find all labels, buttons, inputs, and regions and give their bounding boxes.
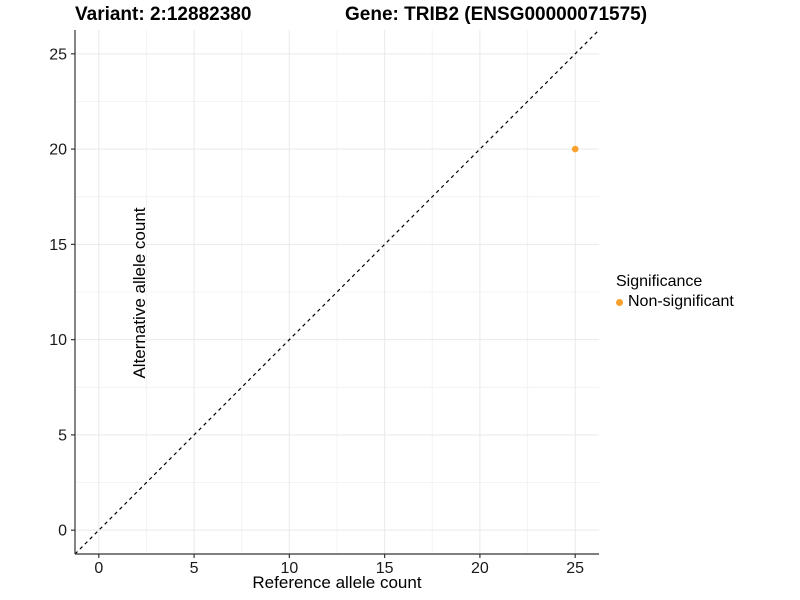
x-tick-label: 15 — [376, 560, 394, 577]
legend-item-non-significant: Non-significant — [616, 293, 734, 311]
legend-point-icon — [616, 298, 623, 306]
x-tick-label: 20 — [471, 560, 489, 577]
y-tick-label: 5 — [58, 427, 67, 444]
x-tick-label: 5 — [190, 560, 199, 577]
x-axis-title: Reference allele count — [252, 573, 422, 592]
y-tick-label: 0 — [58, 523, 67, 540]
identity-dashed-line — [74, 29, 600, 555]
y-axis-title: Alternative allele count — [130, 207, 149, 379]
x-tick-label: 0 — [94, 560, 103, 577]
x-tick-label: 10 — [280, 560, 298, 577]
x-tick-label: 25 — [566, 560, 584, 577]
legend: Significance Non-significant — [616, 272, 734, 311]
legend-item-label: Non-significant — [628, 293, 734, 310]
y-tick-label: 15 — [49, 237, 67, 254]
data-point — [571, 145, 579, 153]
legend-title: Significance — [616, 273, 703, 290]
plot-title-variant: Variant: 2:12882380 — [75, 4, 252, 25]
plot-title-gene: Gene: TRIB2 (ENSG00000071575) — [345, 4, 648, 25]
y-tick-label: 10 — [49, 332, 67, 349]
y-tick-label: 20 — [49, 142, 67, 159]
y-tick-label: 25 — [49, 46, 67, 63]
